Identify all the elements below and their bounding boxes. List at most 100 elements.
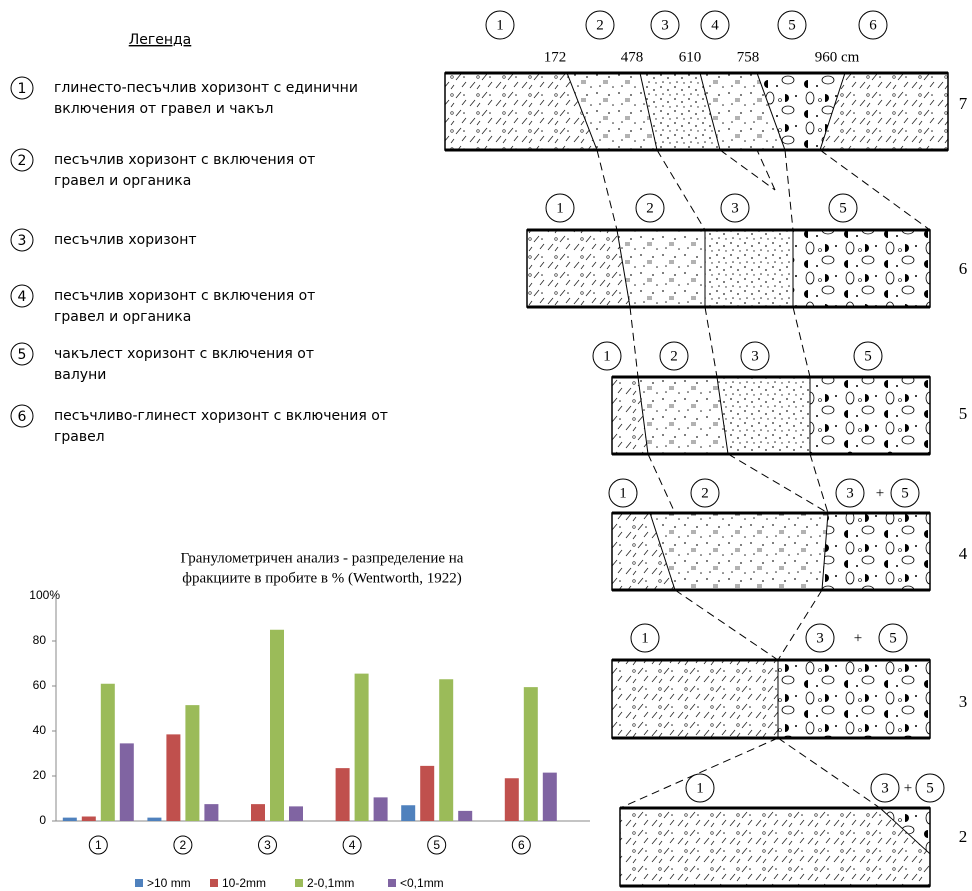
- circled-number: 5: [839, 200, 847, 216]
- circled-number: 2: [18, 153, 27, 169]
- section-number: 5: [959, 404, 968, 423]
- legend-text: песъчливо-глинест хоризонт с включения о…: [54, 408, 388, 424]
- legend-text: гравел и органика: [54, 309, 191, 325]
- circled-number: 6: [869, 17, 877, 33]
- circled-number: 2: [670, 348, 678, 364]
- circled-number: 5: [788, 17, 796, 33]
- correlation-line: [675, 590, 778, 660]
- circled-number: 4: [349, 838, 356, 852]
- section: [612, 377, 970, 454]
- bar: [458, 811, 472, 821]
- section-number: 6: [959, 259, 968, 278]
- legend-text: гравел: [54, 429, 105, 445]
- circled-number: 1: [619, 485, 627, 501]
- circled-number: 5: [926, 780, 934, 796]
- circled-number: 1: [18, 81, 27, 97]
- bar: [204, 804, 218, 821]
- legend-text: включения от гравел и чакъл: [54, 101, 273, 117]
- circled-number: 1: [95, 838, 102, 852]
- bar: [101, 684, 115, 821]
- correlation-line: [630, 307, 638, 377]
- legend-text: гравел и органика: [54, 173, 191, 189]
- circled-number: 6: [518, 838, 525, 852]
- horizon: [638, 377, 728, 454]
- circled-number: 1: [696, 780, 704, 796]
- correlation-line: [720, 150, 775, 190]
- section-number: 3: [959, 692, 968, 711]
- legend-text: глинесто-песъчлив хоризонт с единични: [54, 80, 358, 96]
- bar: [401, 805, 415, 821]
- bar: [147, 818, 161, 821]
- horizon: [820, 73, 972, 150]
- section: [620, 808, 970, 886]
- y-tick-label: 40: [33, 723, 47, 737]
- bar: [251, 804, 265, 821]
- legend-text: валуни: [54, 367, 106, 383]
- legend-swatch: [388, 879, 396, 887]
- bar: [289, 806, 303, 821]
- bar: [355, 674, 369, 821]
- circled-number: 1: [641, 630, 649, 646]
- circled-number: 3: [846, 485, 854, 501]
- correlation-line: [728, 454, 828, 513]
- section: [612, 513, 970, 590]
- depth-label: 960 cm: [815, 49, 860, 65]
- y-tick-label: 20: [33, 768, 47, 782]
- legend-label: <0,1mm: [400, 876, 444, 890]
- bar: [439, 679, 453, 821]
- plus-sign: +: [854, 630, 862, 646]
- horizon: [793, 230, 970, 307]
- circled-number: 3: [731, 200, 739, 216]
- bar: [420, 766, 434, 821]
- bar: [82, 817, 96, 822]
- y-tick-label: 0: [39, 813, 46, 827]
- depth-label: 758: [737, 49, 760, 65]
- circled-number: 5: [433, 838, 440, 852]
- legend-label: >10 mm: [147, 876, 191, 890]
- circled-number: 3: [264, 838, 271, 852]
- circled-number: 3: [881, 780, 889, 796]
- circled-number: 3: [661, 17, 669, 33]
- circled-number: 3: [816, 630, 824, 646]
- depth-label: 172: [544, 49, 567, 65]
- section-number: 4: [959, 544, 968, 563]
- legend-label: 10-2mm: [222, 876, 266, 890]
- circled-number: 5: [864, 348, 872, 364]
- y-tick-label: 80: [33, 633, 47, 647]
- horizon: [527, 230, 630, 307]
- correlation-line: [793, 307, 810, 377]
- legend-text: чакълест хоризонт с включения от: [54, 346, 314, 362]
- circled-number: 5: [901, 485, 909, 501]
- depth-label: 478: [621, 49, 644, 65]
- horizon: [717, 377, 810, 454]
- horizon: [612, 660, 778, 738]
- bar: [524, 687, 538, 821]
- circled-number: 1: [603, 348, 611, 364]
- circled-number: 2: [646, 200, 654, 216]
- section-number: 7: [959, 94, 968, 113]
- legend-label: 2-0,1mm: [307, 876, 354, 890]
- circled-number: 2: [596, 17, 604, 33]
- bar: [505, 778, 519, 821]
- depth-label: 610: [679, 49, 702, 65]
- legend-swatch: [210, 879, 218, 887]
- horizon: [778, 660, 970, 738]
- horizon: [705, 230, 793, 307]
- circled-number: 1: [556, 200, 564, 216]
- bar: [120, 743, 134, 821]
- figure: Легенда1глинесто-песъчлив хоризонт с еди…: [0, 0, 972, 891]
- section: [445, 73, 972, 150]
- circled-number: 3: [18, 233, 27, 249]
- plus-sign: +: [904, 780, 912, 796]
- correlation-line: [648, 454, 675, 513]
- correlation-line: [705, 307, 717, 377]
- bar: [166, 734, 180, 821]
- bar: [336, 768, 350, 821]
- horizon: [822, 513, 970, 590]
- legend-text: песъчлив хоризонт с включения от: [54, 152, 315, 168]
- legend-swatch: [135, 879, 143, 887]
- circled-number: 4: [711, 17, 719, 33]
- circled-number: 2: [180, 838, 187, 852]
- correlation-line: [778, 738, 880, 808]
- circled-number: 6: [18, 409, 27, 425]
